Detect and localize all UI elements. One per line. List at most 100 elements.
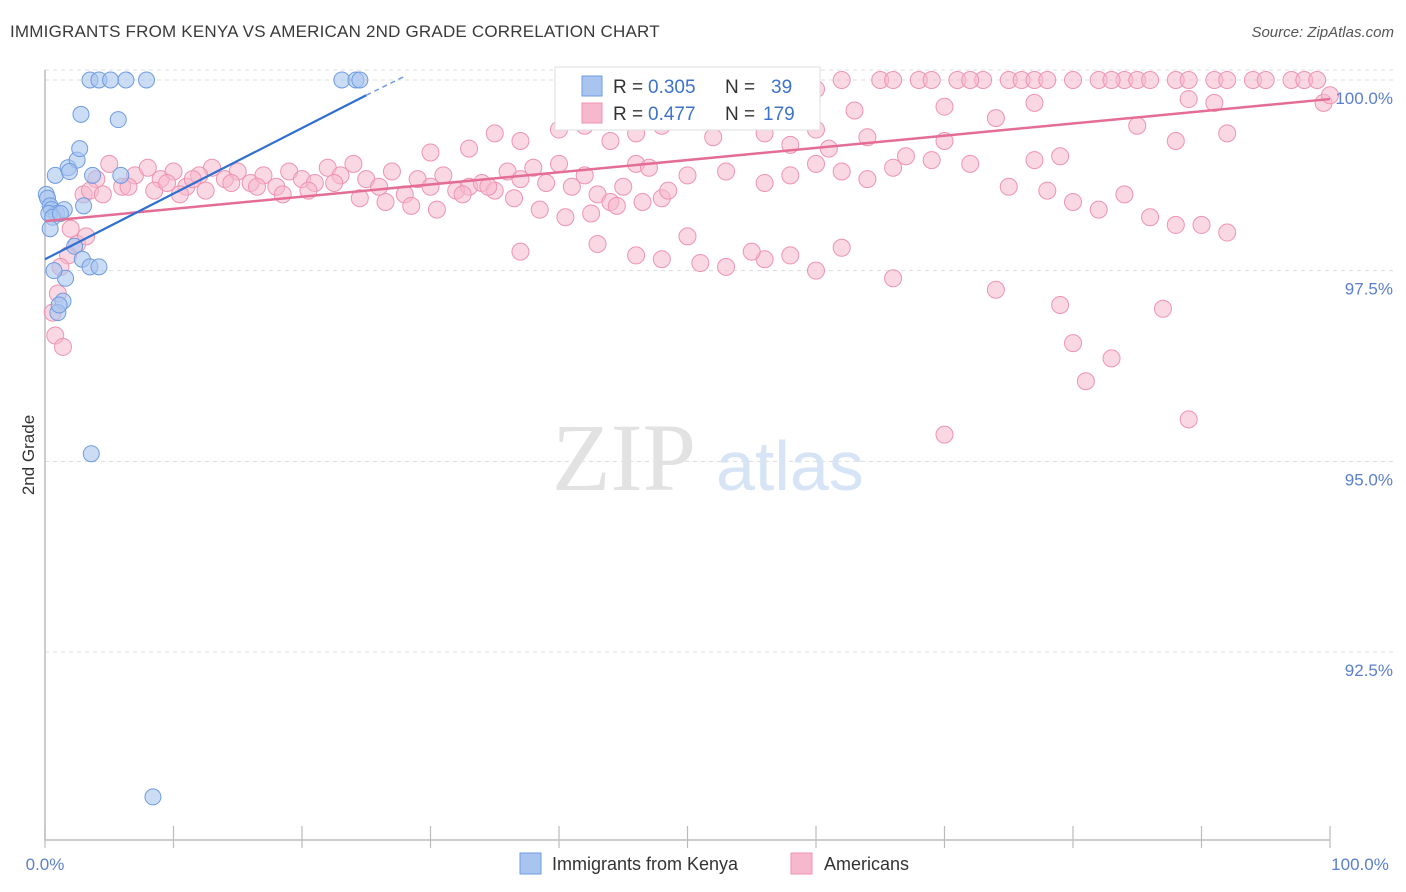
americans-point bbox=[524, 158, 543, 177]
americans-point bbox=[427, 200, 446, 219]
y-axis-label: 2nd Grade bbox=[19, 415, 38, 495]
americans-point bbox=[1218, 71, 1237, 89]
kenya-point bbox=[351, 71, 369, 89]
legend-r-value-2: 0.477 bbox=[648, 104, 696, 125]
americans-point bbox=[248, 177, 267, 196]
americans-point bbox=[1089, 200, 1108, 219]
kenya-trend-line bbox=[44, 94, 367, 261]
bottom-legend-label-kenya: Immigrants from Kenya bbox=[552, 854, 739, 874]
americans-point bbox=[884, 71, 903, 89]
bottom-legend-swatch-americans bbox=[790, 852, 813, 875]
y-tick-label: 100.0% bbox=[1335, 89, 1393, 108]
americans-point bbox=[1192, 215, 1211, 234]
kenya-point bbox=[60, 163, 78, 181]
kenya-point bbox=[82, 445, 100, 463]
americans-point bbox=[1179, 410, 1198, 429]
americans-point bbox=[704, 128, 723, 147]
americans-point bbox=[556, 208, 575, 227]
y-tick-label: 92.5% bbox=[1345, 661, 1393, 680]
x-axis-ticks bbox=[44, 826, 1331, 848]
americans-point bbox=[1128, 116, 1147, 135]
y-tick-labels: 92.5% 95.0% 97.5% 100.0% bbox=[1335, 89, 1393, 680]
y-tick-label: 95.0% bbox=[1345, 470, 1393, 489]
americans-point bbox=[1025, 151, 1044, 170]
trend-lines bbox=[44, 75, 1331, 261]
kenya-point bbox=[102, 71, 120, 89]
bottom-legend-label-americans: Americans bbox=[824, 854, 909, 874]
americans-point bbox=[453, 185, 472, 204]
kenya-trend-extension bbox=[365, 75, 406, 96]
bottom-legend: Immigrants from Kenya Americans bbox=[519, 852, 909, 875]
legend-r-label-1: R = bbox=[613, 77, 643, 98]
americans-point bbox=[382, 162, 401, 181]
americans-point bbox=[1102, 71, 1121, 89]
americans-point bbox=[138, 158, 157, 177]
kenya-point bbox=[45, 262, 63, 280]
americans-point bbox=[819, 139, 838, 158]
americans-point bbox=[601, 132, 620, 151]
americans-point bbox=[999, 177, 1018, 196]
americans-point bbox=[1038, 181, 1057, 200]
kenya-points bbox=[37, 71, 369, 806]
americans-point bbox=[511, 242, 530, 261]
americans-point bbox=[691, 254, 710, 273]
kenya-point bbox=[109, 111, 127, 129]
bottom-legend-swatch-kenya bbox=[519, 852, 542, 875]
americans-point bbox=[717, 257, 736, 276]
americans-point bbox=[376, 193, 395, 212]
americans-point bbox=[421, 143, 440, 162]
americans-point bbox=[53, 337, 72, 356]
americans-point bbox=[537, 173, 556, 192]
kenya-point bbox=[71, 140, 89, 158]
americans-point bbox=[1218, 124, 1237, 143]
kenya-point bbox=[333, 71, 351, 89]
watermark-atlas: atlas bbox=[716, 427, 864, 505]
americans-point bbox=[832, 162, 851, 181]
americans-point bbox=[1308, 71, 1327, 89]
americans-point bbox=[659, 181, 678, 200]
americans-point bbox=[505, 189, 524, 208]
americans-point bbox=[196, 181, 215, 200]
americans-point bbox=[1205, 93, 1224, 112]
legend-n-value-2: 179 bbox=[763, 104, 795, 125]
americans-point bbox=[1256, 71, 1275, 89]
americans-point bbox=[511, 132, 530, 151]
americans-point bbox=[1218, 223, 1237, 242]
legend-swatch-kenya bbox=[581, 75, 603, 97]
americans-point bbox=[1166, 215, 1185, 234]
watermark-zip: ZIP bbox=[552, 404, 696, 511]
americans-point bbox=[1153, 299, 1172, 318]
kenya-point bbox=[138, 71, 156, 89]
americans-point bbox=[896, 147, 915, 166]
americans-point bbox=[781, 246, 800, 265]
americans-point bbox=[633, 193, 652, 212]
x-tick-label-max: 100.0% bbox=[1331, 855, 1389, 874]
americans-point bbox=[717, 162, 736, 181]
kenya-point bbox=[75, 197, 93, 215]
americans-point bbox=[627, 246, 646, 265]
americans-point bbox=[884, 158, 903, 177]
americans-point bbox=[61, 219, 80, 238]
americans-point bbox=[935, 425, 954, 444]
americans-point bbox=[1076, 372, 1095, 391]
americans-point bbox=[93, 185, 112, 204]
americans-point bbox=[434, 166, 453, 185]
americans-point bbox=[935, 97, 954, 116]
americans-point bbox=[607, 196, 626, 215]
americans-point bbox=[639, 158, 658, 177]
kenya-point bbox=[41, 220, 59, 238]
legend-box: R = 0.305 N = 39 R = 0.477 N = 179 bbox=[554, 66, 821, 131]
americans-point bbox=[1051, 295, 1070, 314]
source-credit: Source: ZipAtlas.com bbox=[1251, 24, 1394, 41]
americans-point bbox=[922, 151, 941, 170]
americans-point bbox=[325, 173, 344, 192]
kenya-point bbox=[72, 105, 90, 123]
kenya-point bbox=[144, 788, 162, 806]
americans-point bbox=[485, 124, 504, 143]
americans-point bbox=[1064, 71, 1082, 89]
americans-point bbox=[781, 166, 800, 185]
americans-point bbox=[884, 269, 903, 288]
americans-point bbox=[1166, 132, 1185, 151]
y-tick-label: 97.5% bbox=[1345, 280, 1393, 299]
